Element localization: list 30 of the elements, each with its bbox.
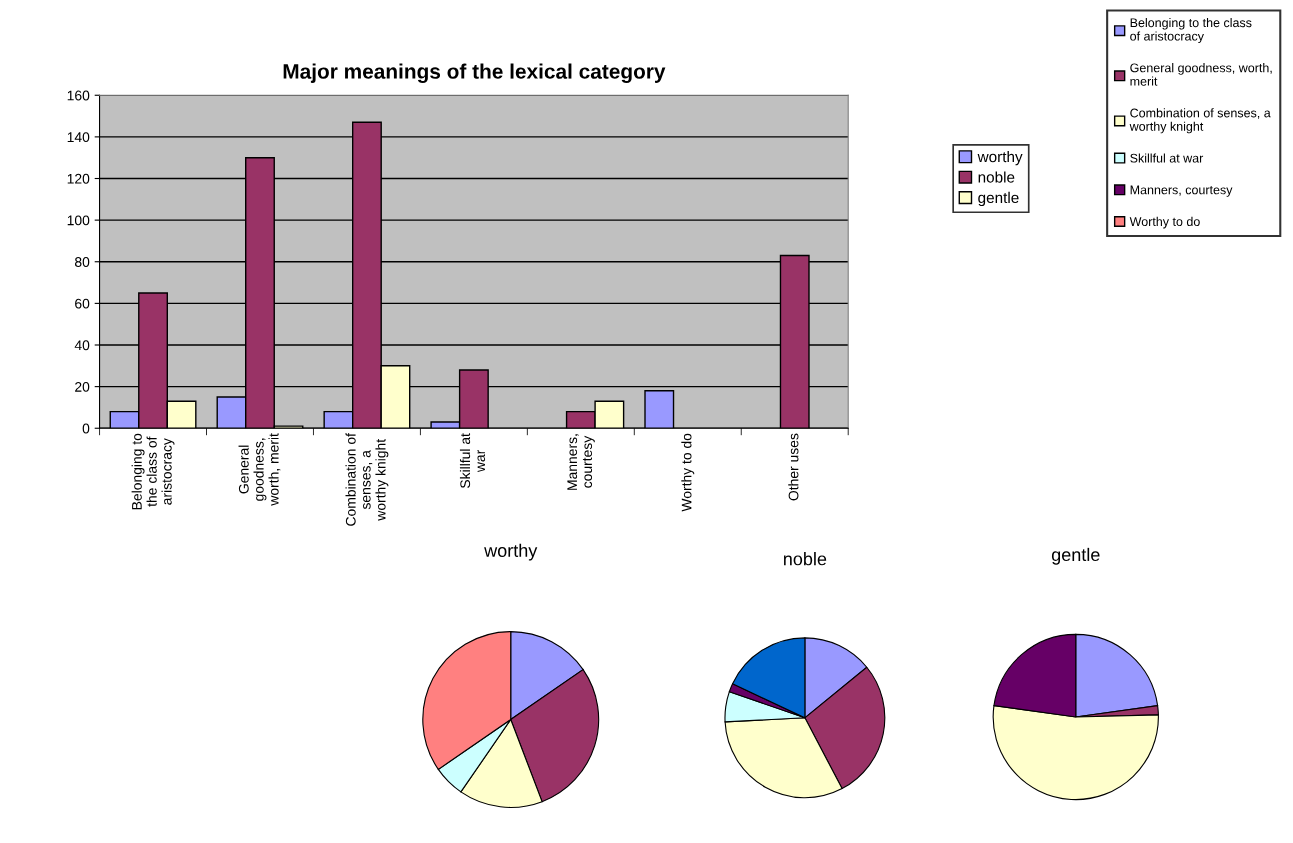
- legend-label: gentle: [978, 191, 1019, 207]
- x-tick-label: Combination of senses, a worthy knight: [345, 433, 389, 526]
- x-tick-label: Belonging to the class of aristocracy: [131, 433, 175, 510]
- chart-title: Major meanings of the lexical category: [283, 63, 666, 84]
- legend-label: Skillful at war: [1130, 153, 1204, 163]
- y-tick-label: 160: [67, 90, 90, 101]
- x-tick-label: Skillful at war: [459, 433, 486, 489]
- legend-label: General goodness, worth, merit: [1130, 63, 1272, 86]
- text: worthy: [484, 543, 538, 561]
- legend-label: Belonging to the class of aristocracy: [1130, 17, 1252, 44]
- x-tick-label: General goodness, worth, merit: [238, 433, 281, 506]
- legend-label: worthy: [977, 150, 1023, 166]
- bar: [644, 390, 675, 429]
- x-tick-label: Other uses: [788, 433, 799, 501]
- legend-label: Manners, courtesy: [1130, 185, 1233, 197]
- legend-label: Worthy to do: [1129, 216, 1200, 229]
- x-tick-label: Manners, courtesy: [567, 434, 595, 490]
- y-tick-label: 40: [74, 340, 90, 351]
- y-tick-label: 20: [75, 381, 90, 392]
- legend-label: Combination of senses, a worthy knight: [1129, 108, 1271, 134]
- chart-title: gentle: [1051, 547, 1100, 565]
- legend-label: noble: [978, 171, 1015, 183]
- chart-title: noble: [784, 552, 827, 566]
- y-tick-label: 80: [75, 257, 90, 267]
- x-tick-label: Worthy to do: [681, 433, 695, 512]
- y-tick-label: 100: [67, 215, 90, 226]
- y-tick-label: 60: [75, 298, 90, 309]
- y-tick-label: 120: [67, 173, 90, 184]
- y-tick-label: 140: [67, 132, 90, 143]
- y-tick-label: 0: [82, 423, 90, 434]
